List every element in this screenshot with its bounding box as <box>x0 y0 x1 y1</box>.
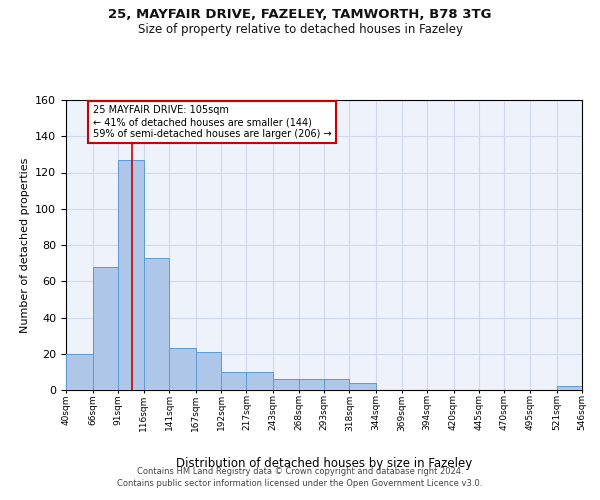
Bar <box>557 386 582 390</box>
Bar <box>221 372 247 390</box>
Bar <box>349 383 376 390</box>
Text: 25 MAYFAIR DRIVE: 105sqm
← 41% of detached houses are smaller (144)
59% of semi-: 25 MAYFAIR DRIVE: 105sqm ← 41% of detach… <box>92 106 331 138</box>
Bar <box>92 267 118 390</box>
Bar <box>273 379 299 390</box>
Y-axis label: Number of detached properties: Number of detached properties <box>20 158 29 332</box>
Bar <box>143 258 169 390</box>
Bar <box>247 372 273 390</box>
Bar <box>299 379 324 390</box>
Text: Size of property relative to detached houses in Fazeley: Size of property relative to detached ho… <box>137 22 463 36</box>
Bar <box>118 160 143 390</box>
Bar <box>324 379 349 390</box>
Text: 25, MAYFAIR DRIVE, FAZELEY, TAMWORTH, B78 3TG: 25, MAYFAIR DRIVE, FAZELEY, TAMWORTH, B7… <box>108 8 492 20</box>
Bar <box>169 348 196 390</box>
Text: Contains HM Land Registry data © Crown copyright and database right 2024.
Contai: Contains HM Land Registry data © Crown c… <box>118 466 482 487</box>
Text: Distribution of detached houses by size in Fazeley: Distribution of detached houses by size … <box>176 458 472 470</box>
Bar <box>66 354 92 390</box>
Bar <box>196 352 221 390</box>
